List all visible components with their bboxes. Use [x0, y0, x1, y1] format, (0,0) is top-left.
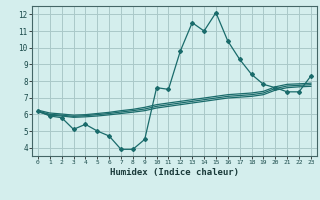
X-axis label: Humidex (Indice chaleur): Humidex (Indice chaleur)	[110, 168, 239, 177]
